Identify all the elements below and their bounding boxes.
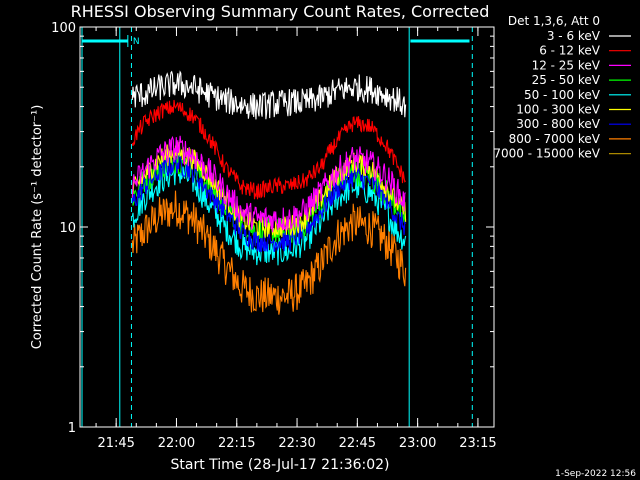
legend-label: 100 - 300 keV	[516, 103, 600, 117]
legend-label: 7000 - 15000 keV	[493, 147, 600, 161]
footer-timestamp: 1-Sep-2022 12:56	[555, 469, 636, 479]
y-tick-label: 10	[59, 221, 76, 236]
series-line	[131, 135, 406, 233]
legend-label: 12 - 25 keV	[532, 58, 601, 72]
y-tick-label: 1	[68, 421, 76, 436]
x-tick-label: 22:00	[158, 436, 195, 451]
y-tick-label: 100	[51, 21, 76, 36]
x-tick-label: 22:30	[278, 436, 315, 451]
legend-header: Det 1,3,6, Att 0	[508, 14, 600, 28]
legend-label: 6 - 12 keV	[539, 44, 601, 58]
legend-label: 300 - 800 keV	[516, 117, 600, 131]
x-tick-label: 22:45	[339, 436, 376, 451]
x-tick-label: 21:45	[97, 436, 134, 451]
series-line	[131, 190, 407, 315]
x-axis-title: Start Time (28-Jul-17 21:36:02)	[170, 457, 389, 473]
chart-title: RHESSI Observing Summary Count Rates, Co…	[71, 2, 490, 21]
series-line	[131, 99, 406, 200]
legend-label: 25 - 50 keV	[532, 73, 601, 87]
y-axis-title: Corrected Count Rate (s⁻¹ detector⁻¹)	[30, 105, 45, 350]
legend-label: 800 - 7000 keV	[509, 132, 601, 146]
x-tick-label: 23:00	[399, 436, 436, 451]
x-tick-label: 23:15	[459, 436, 496, 451]
legend-label: 3 - 6 keV	[547, 29, 601, 43]
series-line	[131, 70, 407, 120]
x-tick-label: 22:15	[218, 436, 255, 451]
legend-label: 50 - 100 keV	[524, 88, 601, 102]
marker-label: N	[133, 37, 140, 47]
